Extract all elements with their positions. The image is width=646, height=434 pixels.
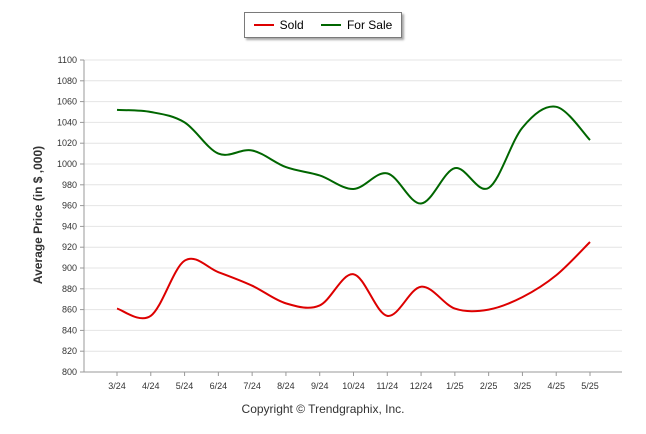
y-tick-label: 1000 <box>57 159 77 169</box>
y-tick-label: 980 <box>62 180 77 190</box>
x-tick-label: 3/24 <box>108 381 126 391</box>
y-tick-label: 800 <box>62 367 77 377</box>
y-axis-label: Average Price (in $ ,000) <box>31 145 45 285</box>
x-tick-label: 6/24 <box>210 381 228 391</box>
x-tick-label: 4/25 <box>547 381 565 391</box>
y-tick-label: 1060 <box>57 97 77 107</box>
legend-swatch-sold <box>253 24 274 26</box>
y-tick-label: 900 <box>62 263 77 273</box>
x-tick-label: 3/25 <box>514 381 532 391</box>
x-tick-label: 2/25 <box>480 381 498 391</box>
y-tick-label: 860 <box>62 305 77 315</box>
grid <box>84 59 622 373</box>
series-line-sold <box>116 241 591 320</box>
y-tick-label: 880 <box>62 284 77 294</box>
y-tick-label: 1080 <box>57 76 77 86</box>
y-tick-label: 1040 <box>57 117 77 127</box>
x-tick-label: 5/24 <box>176 381 194 391</box>
axes: 800 820 840 860 880 900 920 940 960 980 1000 1020 10… <box>57 55 622 391</box>
series <box>116 105 591 320</box>
legend-item-for-sale: For Sale <box>320 18 393 32</box>
y-tick-label: 820 <box>62 346 77 356</box>
y-tick-label: 1100 <box>58 55 77 65</box>
x-tick-label: 8/24 <box>277 381 295 391</box>
x-tick-label: 7/24 <box>243 381 261 391</box>
legend-label-sold: Sold <box>279 18 304 32</box>
x-tick-label: 12/24 <box>410 381 433 391</box>
x-tick-label: 9/24 <box>311 381 329 391</box>
x-tick-label: 5/25 <box>581 381 599 391</box>
legend-label-for-sale: For Sale <box>346 18 393 32</box>
x-tick-label: 10/24 <box>342 381 365 391</box>
x-tick-label: 4/24 <box>142 381 160 391</box>
legend-item-sold: Sold <box>253 18 304 32</box>
y-tick-label: 940 <box>62 221 77 231</box>
y-tick-label: 920 <box>62 242 77 252</box>
y-tick-label: 1020 <box>57 138 77 148</box>
y-tick-label: 840 <box>62 325 77 335</box>
series-line-for-sale <box>116 105 591 205</box>
y-tick-label: 960 <box>62 201 77 211</box>
legend-swatch-for-sale <box>320 24 341 26</box>
legend: Sold For Sale <box>244 12 402 38</box>
copyright-footer: Copyright © Trendgraphix, Inc. <box>241 402 405 416</box>
x-tick-label: 11/24 <box>376 381 398 391</box>
x-tick-label: 1/25 <box>446 381 464 391</box>
